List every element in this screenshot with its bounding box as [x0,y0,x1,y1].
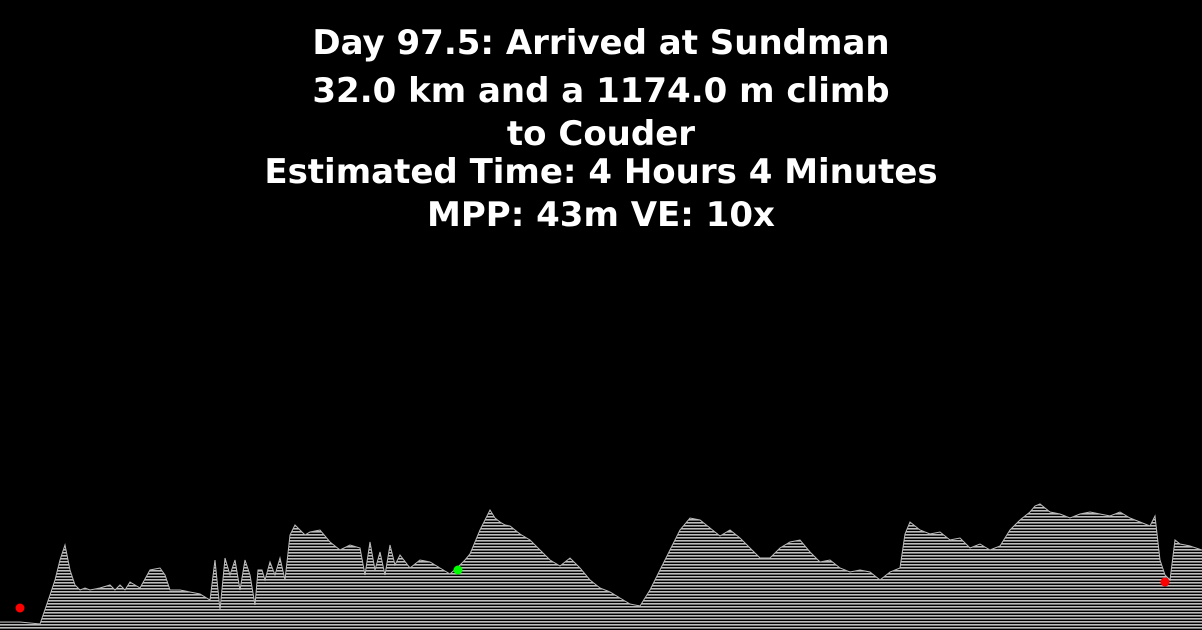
destination-text: to Couder [506,114,696,154]
title-text: Day 97.5: Arrived at Sundman [312,23,890,63]
scale-info-text: MPP: 43m VE: 10x [427,195,775,235]
estimated-time-text: Estimated Time: 4 Hours 4 Minutes [264,152,938,192]
start-marker [15,603,25,613]
terrain-outline [0,503,1202,625]
terrain-area [0,504,1202,630]
distance-climb-text: 32.0 km and a 1174.0 m climb [312,71,890,111]
current-marker [453,565,463,575]
end-marker [1160,577,1170,587]
